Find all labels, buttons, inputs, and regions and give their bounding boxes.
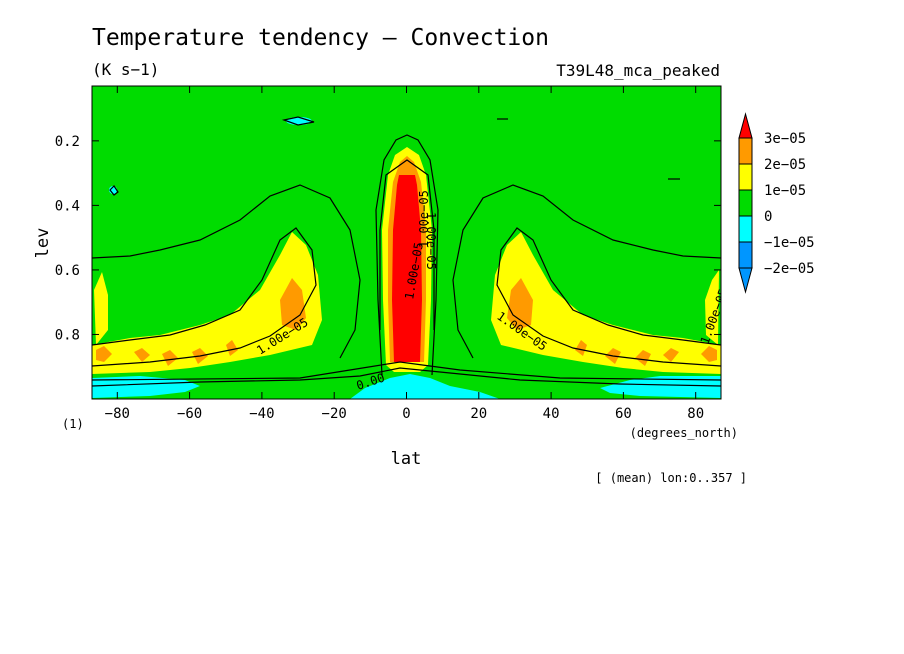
pos-band-north-edge [705, 270, 719, 345]
chart-title: Temperature tendency — Convection [92, 25, 549, 51]
pos-column-red [392, 175, 422, 362]
pos2-south-spot3 [162, 350, 178, 366]
contour-lines [92, 116, 721, 387]
colorbar-swatch [738, 163, 753, 191]
colorbar-label: 1e−05 [764, 183, 806, 199]
x-tick-label: −60 [177, 406, 202, 422]
footer-note: [ (mean) lon:0..357 ] [595, 471, 747, 485]
colorbar-swatch [738, 189, 753, 217]
colorbar-top-arrow [738, 112, 753, 139]
x-axis-ticks: −80 −60 −40 −20 0 20 40 60 80 [105, 86, 704, 422]
colorbar-label: −1e−05 [764, 235, 815, 251]
pos2-south-spot1 [96, 346, 112, 362]
pos2-north-peak [507, 278, 533, 330]
x-tick-label: −20 [322, 406, 347, 422]
neg-band-north [600, 376, 721, 398]
colorbar-bottom-arrow [738, 267, 753, 294]
x-tick-label: 40 [543, 406, 560, 422]
colorbar-label: 2e−05 [764, 157, 806, 173]
neg-band-south [92, 376, 200, 398]
pos2-south-peak [280, 278, 306, 330]
pos2-south-spot2 [134, 348, 150, 362]
contour-label-5: 1.00e−05 [424, 212, 438, 270]
x-tick-label: 20 [470, 406, 487, 422]
x-tick-label: 60 [615, 406, 632, 422]
pos2-north-spot3 [635, 350, 651, 366]
y-axis-units: (1) [62, 417, 84, 431]
colorbar-swatch [738, 241, 753, 269]
pos2-south-spot5 [226, 340, 238, 356]
colorbar: 3e−05 2e−05 1e−05 0 −1e−05 −2e−05 [738, 112, 815, 294]
pos-band-south-edge [94, 272, 108, 345]
y-tick-label: 0.2 [55, 134, 80, 150]
colorbar-label: −2e−05 [764, 261, 815, 277]
x-tick-label: 80 [687, 406, 704, 422]
colorbar-swatch [738, 215, 753, 243]
x-tick-label: −40 [249, 406, 274, 422]
chart-units: (K s−1) [92, 60, 159, 79]
pos2-north-spot2 [663, 348, 679, 362]
pos2-north-spot1 [701, 346, 717, 362]
colorbar-swatch [738, 137, 753, 165]
experiment-label: T39L48_mca_peaked [556, 61, 720, 80]
contour-field: 1.00e−05 1.00e−05 0.00 1.00e−05 1.00e−05… [92, 86, 721, 399]
y-axis-label: lev [33, 228, 53, 259]
y-tick-label: 0.6 [55, 263, 80, 279]
colorbar-label: 0 [764, 209, 772, 225]
neg-band-equator [350, 374, 500, 399]
x-tick-label: 0 [402, 406, 410, 422]
y-tick-label: 0.4 [55, 198, 80, 214]
x-axis-units: (degrees_north) [630, 426, 738, 440]
colorbar-label: 3e−05 [764, 131, 806, 147]
pos2-north-spot5 [575, 340, 587, 356]
y-tick-label: 0.8 [55, 327, 80, 343]
x-tick-label: −80 [105, 406, 130, 422]
y-axis-ticks: 0.2 0.4 0.6 0.8 [55, 134, 721, 343]
x-axis-label: lat [391, 449, 422, 469]
contour-label-6: 1.00e−05 [417, 190, 431, 248]
